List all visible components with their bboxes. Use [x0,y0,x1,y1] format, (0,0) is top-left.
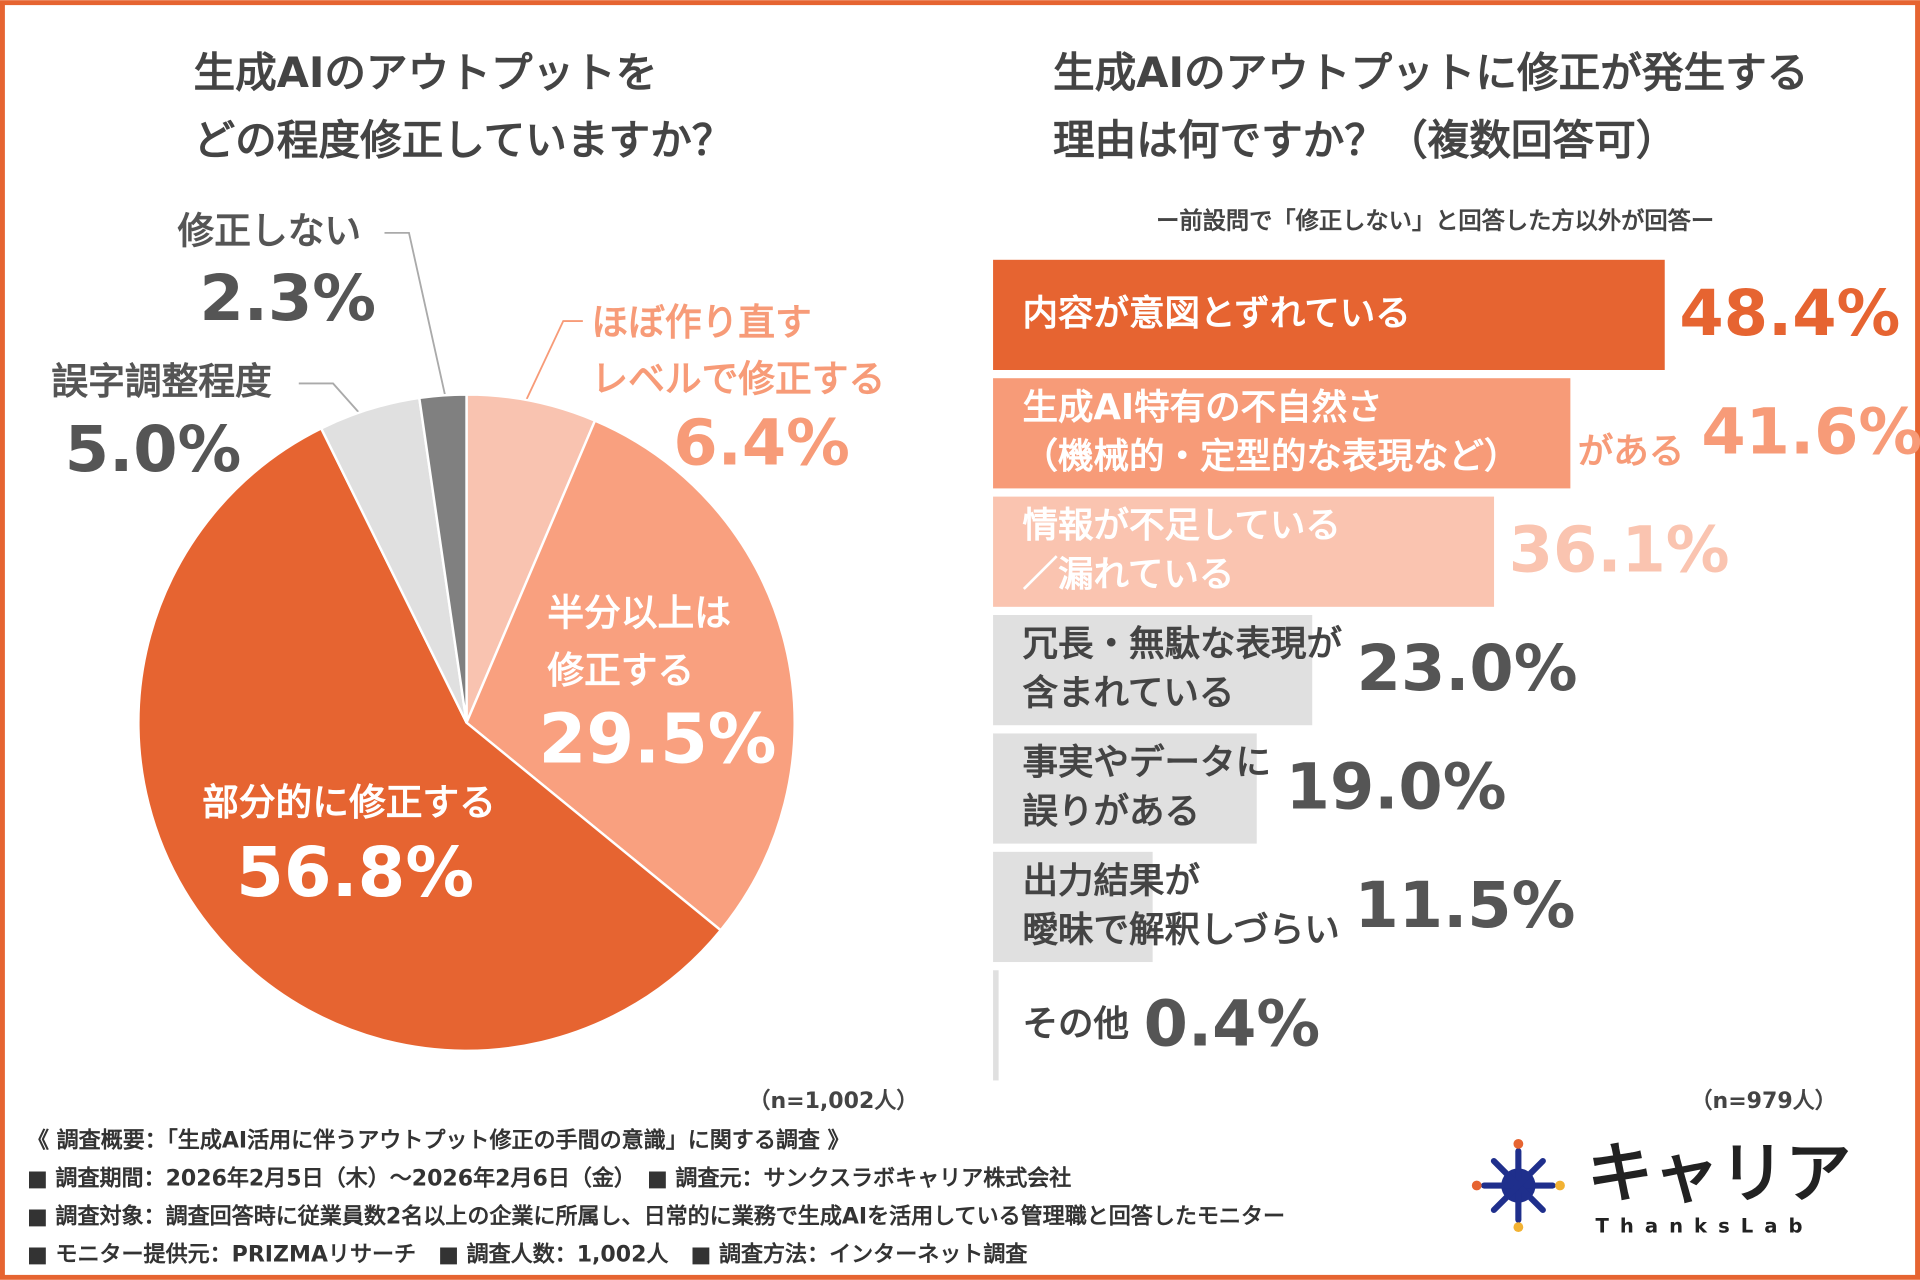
bar [993,615,1313,726]
footer-line: ■ 調査期間：2026年2月5日（木）～2026年2月6日（金） ■ 調査元：サ… [27,1165,1071,1191]
category-label: （機械的・定型的な表現など） [1022,436,1519,477]
slice-label: 誤字調整程度 [51,360,272,403]
footer-line: 《 調査概要：「生成AI活用に伴うアウトプット修正の手間の意識」に関する調査 》 [27,1127,850,1153]
bar [993,970,999,1081]
category-label: 出力結果が [1022,860,1200,901]
bar [993,259,1665,370]
slice-label: 修正しない [177,209,362,252]
category-label: がある [1578,431,1685,472]
bar [993,378,1571,489]
bar-title: 生成AIのアウトプットに修正が発生する [1053,48,1808,97]
value-label: 2.3% [199,262,376,336]
category-label: 内容が意図とずれている [1022,293,1410,334]
category-label: 生成AI特有の不自然さ [1022,387,1382,428]
pie-title: どの程度修正していますか？ [193,115,733,164]
logo-text: キャリア [1587,1135,1851,1212]
category-label: 冗長・無駄な表現が [1022,624,1342,665]
bar-title: 理由は何ですか？（複数回答可） [1053,115,1677,164]
value-label: 23.0% [1357,632,1578,706]
pie-slice [417,393,468,723]
pie-slice [465,393,597,724]
slice-label: ほぼ作り直す [591,301,811,344]
leader-line [298,382,364,418]
pie-slice [465,419,796,932]
sample-size: （n=979人） [1691,1089,1837,1114]
bar-subtitle: ー前設問で「修正しない」と回答した方以外が回答ー [1156,207,1714,234]
pie-title: 生成AIのアウトプットを [193,48,657,97]
value-label: 36.1% [1509,514,1730,588]
category-label: 含まれている [1022,673,1234,714]
category-label: 曖昧で解釈しづらい [1022,909,1339,950]
value-label: 56.8% [236,833,474,913]
logo-mark [1471,1138,1565,1233]
value-label: 6.4% [673,407,850,481]
sample-size: （n=1,002人） [748,1089,918,1114]
value-label: 5.0% [65,413,242,487]
category-label: その他 [1022,1003,1129,1044]
value-label: 48.4% [1679,277,1900,351]
slice-label: 半分以上は [547,591,731,634]
category-label: 誤りがある [1022,791,1200,832]
bar [993,733,1257,844]
leader-line [525,320,583,400]
bar [993,851,1153,963]
category-label: ／漏れている [1022,554,1234,595]
footer-line: ■ 調査対象：調査回答時に従業員数2名以上の企業に所属し、日常的に業務で生成AI… [27,1203,1285,1229]
footer-line: ■ モニター提供元：PRIZMAリサーチ ■ 調査人数：1,002人 ■ 調査方… [27,1241,1028,1267]
value-label: 0.4% [1144,987,1321,1061]
leader-line [384,231,447,399]
slice-label: 修正する [546,649,694,692]
category-label: 情報が不足している [1022,505,1340,546]
value-label: 19.0% [1286,751,1507,825]
bar [993,496,1495,607]
value-label: 29.5% [539,700,777,780]
slice-label: 部分的に修正する [202,781,496,824]
category-label: 事実やデータに [1022,742,1271,783]
pie-slice [137,426,723,1052]
value-label: 11.5% [1355,869,1576,943]
value-label: 41.6% [1701,395,1920,469]
slice-label: レベルで修正する [591,358,885,401]
logo-subtext: ThanksLab [1596,1215,1814,1238]
